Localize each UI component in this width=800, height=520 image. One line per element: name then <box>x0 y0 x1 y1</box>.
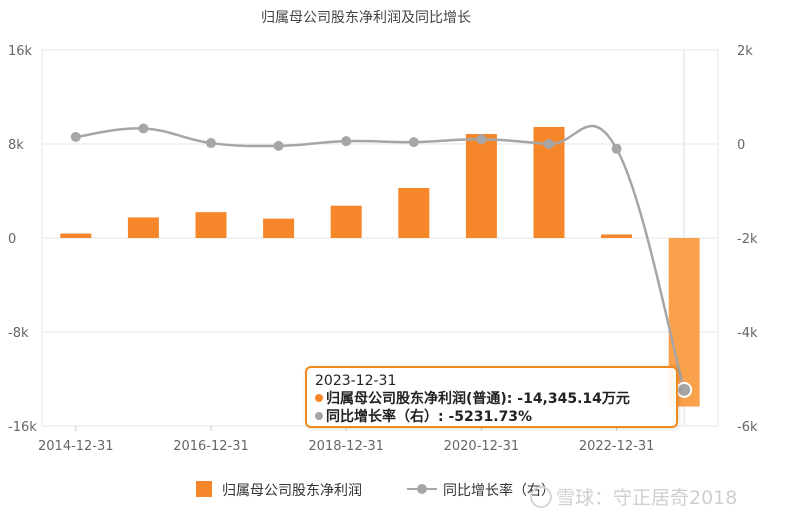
tooltip-date: 2023-12-31 <box>315 373 397 389</box>
snowball-logo-icon <box>530 486 552 508</box>
bar[interactable] <box>601 234 633 238</box>
left-axis-ticks: 16k 8k 0 -8k -16k <box>8 44 37 435</box>
bar[interactable] <box>60 233 92 238</box>
right-tick-label: 0 <box>737 138 745 153</box>
legend[interactable]: 归属母公司股东净利润 同比增长率（右） <box>196 481 555 499</box>
x-tick-label: 2020-12-31 <box>444 439 520 454</box>
growth-point[interactable] <box>476 134 487 145</box>
tooltip-growth-text: 同比增长率（右）: -5231.73% <box>326 409 533 425</box>
bar[interactable] <box>263 218 295 238</box>
tooltip-dot-bar <box>315 394 323 402</box>
legend-swatch-bar <box>196 481 212 497</box>
left-tick-label: 0 <box>8 232 16 247</box>
x-tick-label: 2022-12-31 <box>579 439 655 454</box>
growth-point[interactable] <box>273 140 284 151</box>
growth-line[interactable] <box>75 124 686 391</box>
left-tick-label: 8k <box>8 138 24 153</box>
watermark: 雪球：守正居奇2018 <box>530 483 737 510</box>
growth-point[interactable] <box>70 131 81 142</box>
bar[interactable] <box>195 212 227 238</box>
right-tick-label: -2k <box>737 232 758 247</box>
growth-point[interactable] <box>341 136 352 147</box>
right-axis-ticks: 2k 0 -2k -4k -6k <box>737 44 758 435</box>
right-tick-label: 2k <box>737 44 753 59</box>
bar[interactable] <box>465 134 497 238</box>
legend-label-line[interactable]: 同比增长率（右） <box>443 482 555 499</box>
tooltip-row-profit: 归属母公司股东净利润(普通): -14,345.14万元 <box>315 390 668 408</box>
left-tick-label: -8k <box>8 326 29 341</box>
growth-point[interactable] <box>138 123 149 134</box>
right-tick-label: -6k <box>737 420 758 435</box>
growth-point[interactable] <box>408 137 419 148</box>
bar-series[interactable] <box>60 126 700 407</box>
legend-label-bar[interactable]: 归属母公司股东净利润 <box>222 482 362 499</box>
chart-title: 归属母公司股东净利润及同比增长 <box>261 9 471 26</box>
growth-point[interactable] <box>611 143 622 154</box>
legend-swatch-dot <box>417 484 427 494</box>
line-series[interactable] <box>70 123 693 398</box>
tooltip-profit-text: 归属母公司股东净利润(普通): -14,345.14万元 <box>326 391 630 407</box>
right-tick-label: -4k <box>737 326 758 341</box>
x-axis-ticks: 2014-12-31 2016-12-31 2018-12-31 2020-12-31… <box>38 426 654 454</box>
x-tick-label: 2014-12-31 <box>38 439 114 454</box>
left-tick-label: -16k <box>8 420 37 435</box>
x-tick-label: 2018-12-31 <box>308 439 384 454</box>
tooltip-row-growth: 同比增长率（右）: -5231.73% <box>315 408 668 426</box>
chart-tooltip: 2023-12-31 归属母公司股东净利润(普通): -14,345.14万元 … <box>305 366 678 428</box>
growth-point[interactable] <box>544 139 554 149</box>
left-tick-label: 16k <box>8 44 33 59</box>
bar[interactable] <box>127 217 159 238</box>
watermark-text: 雪球：守正居奇2018 <box>556 487 738 509</box>
growth-point[interactable] <box>676 381 693 398</box>
bar[interactable] <box>330 205 362 238</box>
growth-point[interactable] <box>206 138 216 149</box>
bar[interactable] <box>398 188 430 238</box>
tooltip-dot-line <box>315 412 323 420</box>
x-tick-label: 2016-12-31 <box>173 439 249 454</box>
